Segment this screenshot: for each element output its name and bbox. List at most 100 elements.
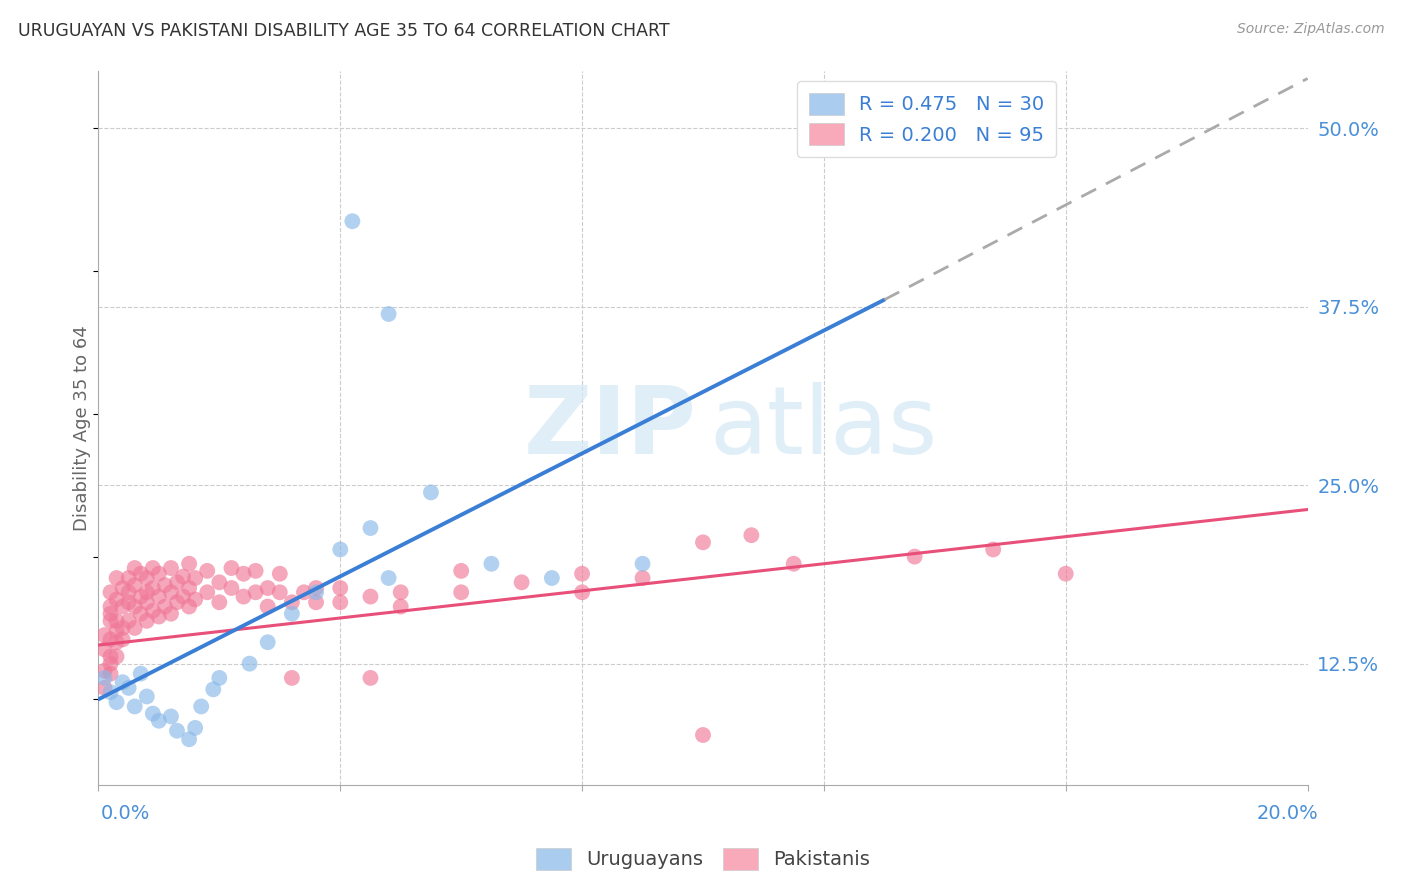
Point: [377, 571, 399, 585]
Point: [135, 690, 157, 704]
Point: [510, 575, 533, 590]
Text: URUGUAYAN VS PAKISTANI DISABILITY AGE 35 TO 64 CORRELATION CHART: URUGUAYAN VS PAKISTANI DISABILITY AGE 35…: [18, 22, 669, 40]
Point: [305, 595, 328, 609]
Point: [571, 566, 593, 581]
Point: [148, 714, 170, 728]
Point: [389, 599, 412, 614]
Point: [377, 307, 399, 321]
Point: [100, 657, 122, 671]
Point: [221, 561, 243, 575]
Point: [105, 592, 128, 607]
Point: [208, 671, 231, 685]
Point: [981, 542, 1004, 557]
Point: [329, 581, 352, 595]
Point: [256, 635, 278, 649]
Y-axis label: Disability Age 35 to 64: Disability Age 35 to 64: [73, 326, 91, 531]
Point: [692, 728, 714, 742]
Point: [148, 566, 170, 581]
Point: [118, 614, 141, 628]
Point: [129, 607, 152, 621]
Point: [571, 585, 593, 599]
Point: [904, 549, 927, 564]
Point: [100, 632, 122, 647]
Point: [166, 595, 188, 609]
Point: [232, 590, 254, 604]
Point: [100, 585, 122, 599]
Point: [105, 624, 128, 638]
Point: [111, 599, 134, 614]
Point: [631, 571, 654, 585]
Point: [172, 569, 194, 583]
Point: [1054, 566, 1077, 581]
Point: [135, 585, 157, 599]
Point: [111, 581, 134, 595]
Point: [450, 564, 472, 578]
Point: [105, 635, 128, 649]
Point: [360, 671, 382, 685]
Point: [105, 614, 128, 628]
Point: [481, 557, 503, 571]
Point: [100, 666, 122, 681]
Point: [148, 609, 170, 624]
Point: [100, 649, 122, 664]
Point: [160, 561, 183, 575]
Point: [631, 557, 654, 571]
Point: [166, 723, 188, 738]
Point: [202, 682, 225, 697]
Point: [105, 571, 128, 585]
Point: [124, 561, 146, 575]
Point: [292, 585, 315, 599]
Point: [281, 607, 304, 621]
Point: [142, 561, 165, 575]
Point: [190, 699, 212, 714]
Point: [124, 599, 146, 614]
Point: [93, 664, 115, 678]
Text: Source: ZipAtlas.com: Source: ZipAtlas.com: [1237, 22, 1385, 37]
Point: [153, 578, 176, 592]
Point: [124, 621, 146, 635]
Point: [118, 571, 141, 585]
Point: [179, 557, 201, 571]
Point: [111, 632, 134, 647]
Point: [208, 595, 231, 609]
Point: [179, 581, 201, 595]
Point: [232, 566, 254, 581]
Point: [93, 671, 115, 685]
Point: [269, 585, 291, 599]
Point: [135, 571, 157, 585]
Point: [360, 521, 382, 535]
Point: [450, 585, 472, 599]
Text: 0.0%: 0.0%: [101, 804, 150, 823]
Point: [100, 614, 122, 628]
Point: [245, 585, 267, 599]
Point: [124, 699, 146, 714]
Point: [93, 628, 115, 642]
Point: [105, 695, 128, 709]
Point: [184, 592, 207, 607]
Point: [105, 649, 128, 664]
Point: [281, 671, 304, 685]
Point: [245, 564, 267, 578]
Point: [360, 590, 382, 604]
Point: [100, 599, 122, 614]
Point: [281, 595, 304, 609]
Point: [329, 542, 352, 557]
Text: 20.0%: 20.0%: [1257, 804, 1319, 823]
Point: [118, 585, 141, 599]
Text: atlas: atlas: [709, 382, 938, 475]
Point: [269, 566, 291, 581]
Point: [540, 571, 562, 585]
Point: [305, 585, 328, 599]
Point: [166, 575, 188, 590]
Point: [179, 599, 201, 614]
Point: [153, 599, 176, 614]
Point: [160, 607, 183, 621]
Point: [111, 675, 134, 690]
Point: [93, 642, 115, 657]
Point: [160, 585, 183, 599]
Point: [692, 535, 714, 549]
Point: [93, 681, 115, 695]
Legend: R = 0.475   N = 30, R = 0.200   N = 95: R = 0.475 N = 30, R = 0.200 N = 95: [797, 81, 1056, 157]
Point: [305, 581, 328, 595]
Point: [142, 706, 165, 721]
